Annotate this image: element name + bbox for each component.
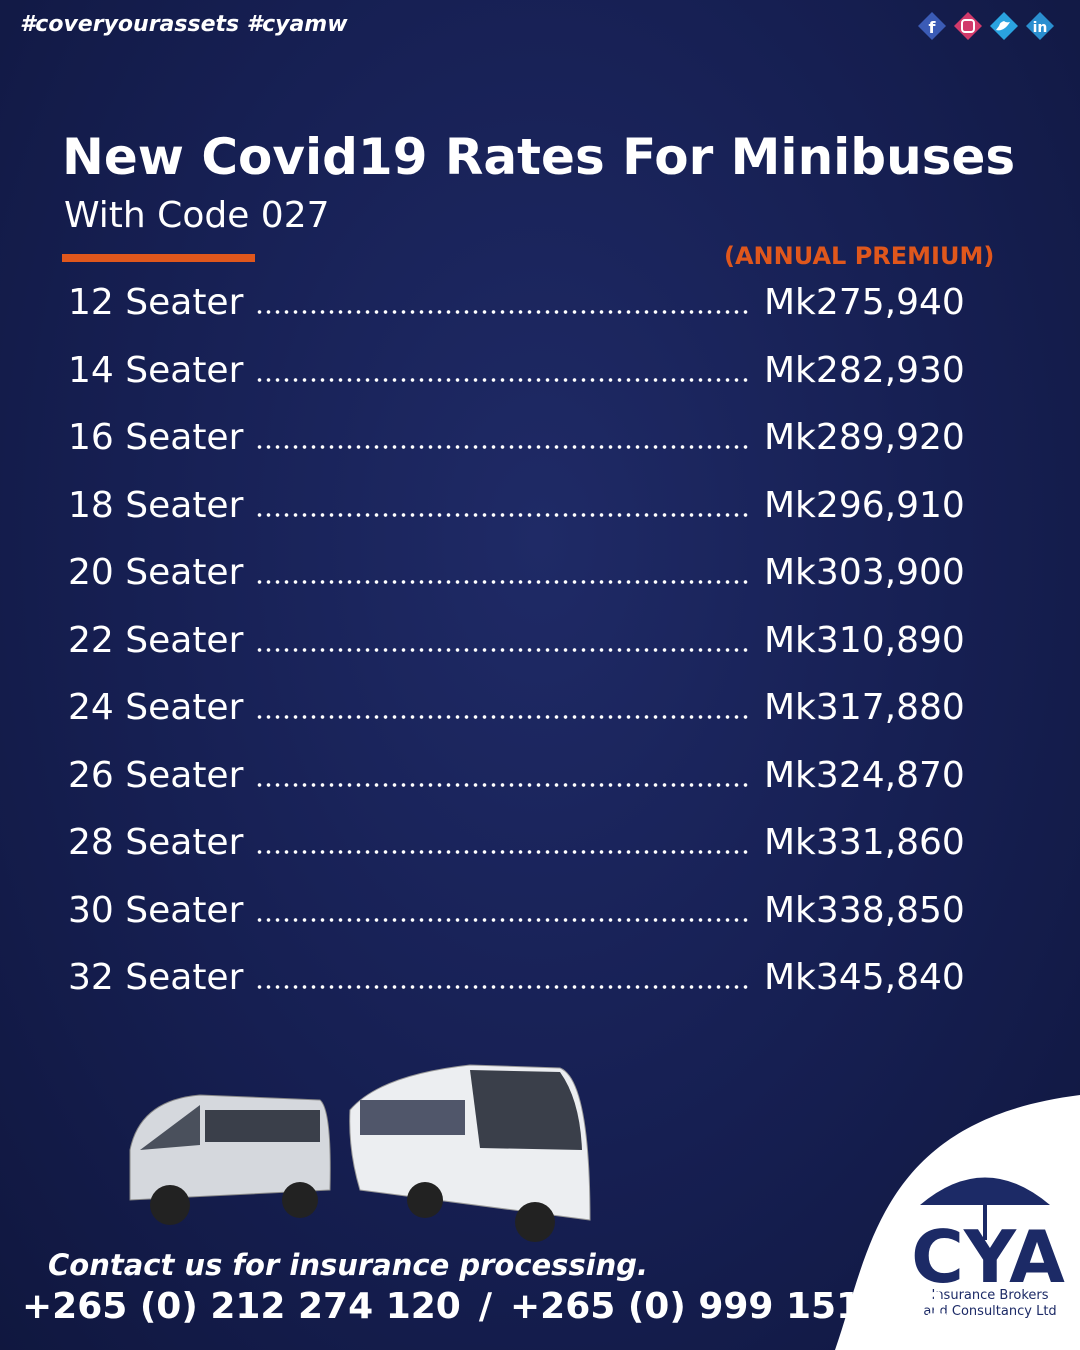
- phone: +265 (0) 212 274 120: [22, 1286, 461, 1327]
- rate-value: Mk275,940: [764, 282, 965, 323]
- rate-row: 14 Seater Mk282,930: [68, 350, 978, 418]
- dot-leader: [255, 850, 752, 854]
- seater-label: 20 Seater: [68, 552, 244, 593]
- logo-mark: CYA: [911, 1215, 1065, 1299]
- dot-leader: [255, 782, 752, 787]
- linkedin-icon: in: [1033, 20, 1048, 36]
- accent-rule: [62, 254, 255, 262]
- minibus-illustration: [129, 1094, 331, 1225]
- seater-label: 24 Seater: [68, 687, 244, 728]
- dot-leader: [255, 580, 752, 584]
- dot-leader: [255, 647, 752, 652]
- rate-row: 28 Seater Mk331,860: [68, 822, 978, 890]
- dot-leader: [255, 917, 752, 922]
- seater-label: 26 Seater: [68, 754, 244, 796]
- rate-value: Mk296,910: [764, 484, 965, 526]
- logo-line2: and Consultancy Ltd: [923, 1304, 1056, 1319]
- rate-value: Mk317,880: [764, 687, 965, 728]
- seater-label: 12 Seater: [68, 282, 244, 323]
- seater-label: 18 Seater: [68, 484, 244, 526]
- rate-row: 32 Seater Mk345,840: [68, 957, 978, 1025]
- dot-leader: [255, 310, 752, 314]
- rate-row: 22 Seater Mk310,890: [68, 620, 978, 688]
- seater-label: 14 Seater: [68, 349, 244, 391]
- facebook-icon: f: [929, 18, 937, 37]
- corner-shape: [835, 1095, 1080, 1350]
- rate-row: 16 Seater Mk289,920: [68, 417, 978, 485]
- coach-illustration: [349, 1064, 591, 1242]
- rate-value: Mk282,930: [764, 349, 965, 391]
- dot-leader: [255, 715, 752, 719]
- rate-row: 30 Seater Mk338,850: [68, 890, 978, 958]
- rate-value: Mk310,890: [764, 619, 965, 661]
- rate-row: 26 Seater Mk324,870: [68, 755, 978, 823]
- rate-row: 18 Seater Mk296,910: [68, 485, 978, 553]
- rate-value: Mk324,870: [764, 754, 965, 796]
- rate-value: Mk303,900: [764, 552, 965, 593]
- seater-label: 32 Seater: [68, 957, 244, 998]
- rate-value: Mk289,920: [764, 417, 965, 458]
- subtitle: With Code 027: [64, 195, 330, 236]
- social-icons: f in: [918, 12, 1054, 40]
- dot-leader: [255, 985, 752, 989]
- seater-label: 30 Seater: [68, 889, 244, 931]
- seater-label: 22 Seater: [68, 619, 244, 661]
- rate-value: Mk331,860: [764, 822, 965, 863]
- hashtags: #coveryourassets #cyamw: [20, 12, 348, 37]
- seater-label: 16 Seater: [68, 417, 244, 458]
- dot-leader: [255, 512, 752, 517]
- title: New Covid19 Rates For Minibuses: [62, 128, 1016, 186]
- seater-label: 28 Seater: [68, 822, 244, 863]
- rate-row: 20 Seater Mk303,900: [68, 552, 978, 620]
- phone: +265 (0) 999 151 671: [510, 1286, 949, 1327]
- premium-label: (ANNUAL PREMIUM): [724, 242, 995, 270]
- logo-line1: Insurance Brokers: [931, 1288, 1048, 1303]
- rate-value: Mk345,840: [764, 957, 965, 998]
- rate-row: 12 Seater Mk275,940: [68, 282, 978, 350]
- contact-text: Contact us for insurance processing.: [48, 1248, 649, 1282]
- dot-leader: [255, 377, 752, 382]
- rate-value: Mk338,850: [764, 889, 965, 931]
- phones: +265 (0) 212 274 120 / +265 (0) 999 151 67…: [22, 1286, 967, 1327]
- logo: CYA Insurance Brokers and Consultancy Lt…: [911, 1177, 1065, 1319]
- rates-list: 12 Seater Mk275,940 14 Seater Mk282,930 16 S…: [68, 282, 978, 1025]
- dot-leader: [255, 445, 752, 449]
- separator: /: [478, 1286, 492, 1327]
- rate-row: 24 Seater Mk317,880: [68, 687, 978, 755]
